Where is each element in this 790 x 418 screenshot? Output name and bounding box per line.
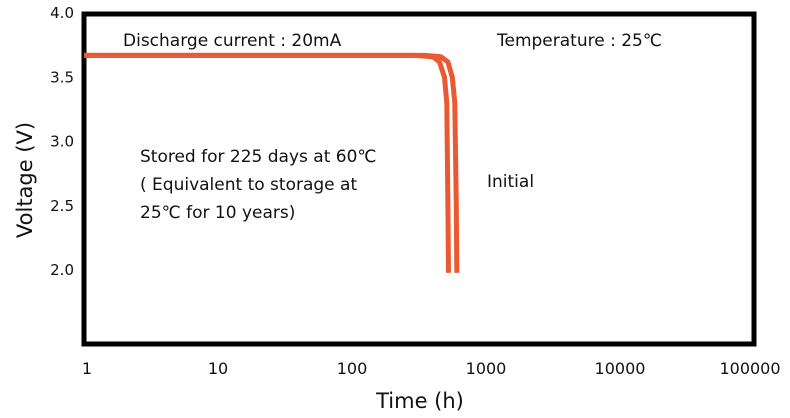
x-tick-label: 10000 [595,359,646,378]
y-tick-label: 2.5 [50,197,74,215]
y-axis-label: Voltage (V) [13,122,37,238]
y-tick-label: 3.0 [50,133,74,151]
x-tick-label: 1 [82,359,92,378]
y-tick-label: 3.5 [50,68,74,86]
annotation-discharge-current: Discharge current : 20mA [123,31,342,51]
x-tick-label: 1000 [466,359,507,378]
annotation-temperature: Temperature : 25℃ [496,31,662,51]
annotation-stored-line-3: 25℃ for 10 years) [140,203,295,223]
annotation-stored-line-1: Stored for 225 days at 60℃ [140,147,377,167]
x-tick-label: 100000 [719,359,780,378]
x-tick-label: 10 [208,359,228,378]
x-tick-label: 100 [337,359,368,378]
series-lines [84,52,460,273]
annotation-stored-line-2: ( Equivalent to storage at [140,175,357,195]
y-tick-label: 4.0 [50,4,74,22]
x-axis-label: Time (h) [375,389,464,413]
x-tick-labels: 1 10 100 1000 10000 100000 [82,359,781,378]
series-line-initial [84,52,460,273]
y-tick-labels: 4.0 3.5 3.0 2.5 2.0 [50,4,74,279]
annotation-initial: Initial [487,172,534,192]
y-tick-label: 2.0 [50,261,74,279]
plot-frame [81,11,757,347]
